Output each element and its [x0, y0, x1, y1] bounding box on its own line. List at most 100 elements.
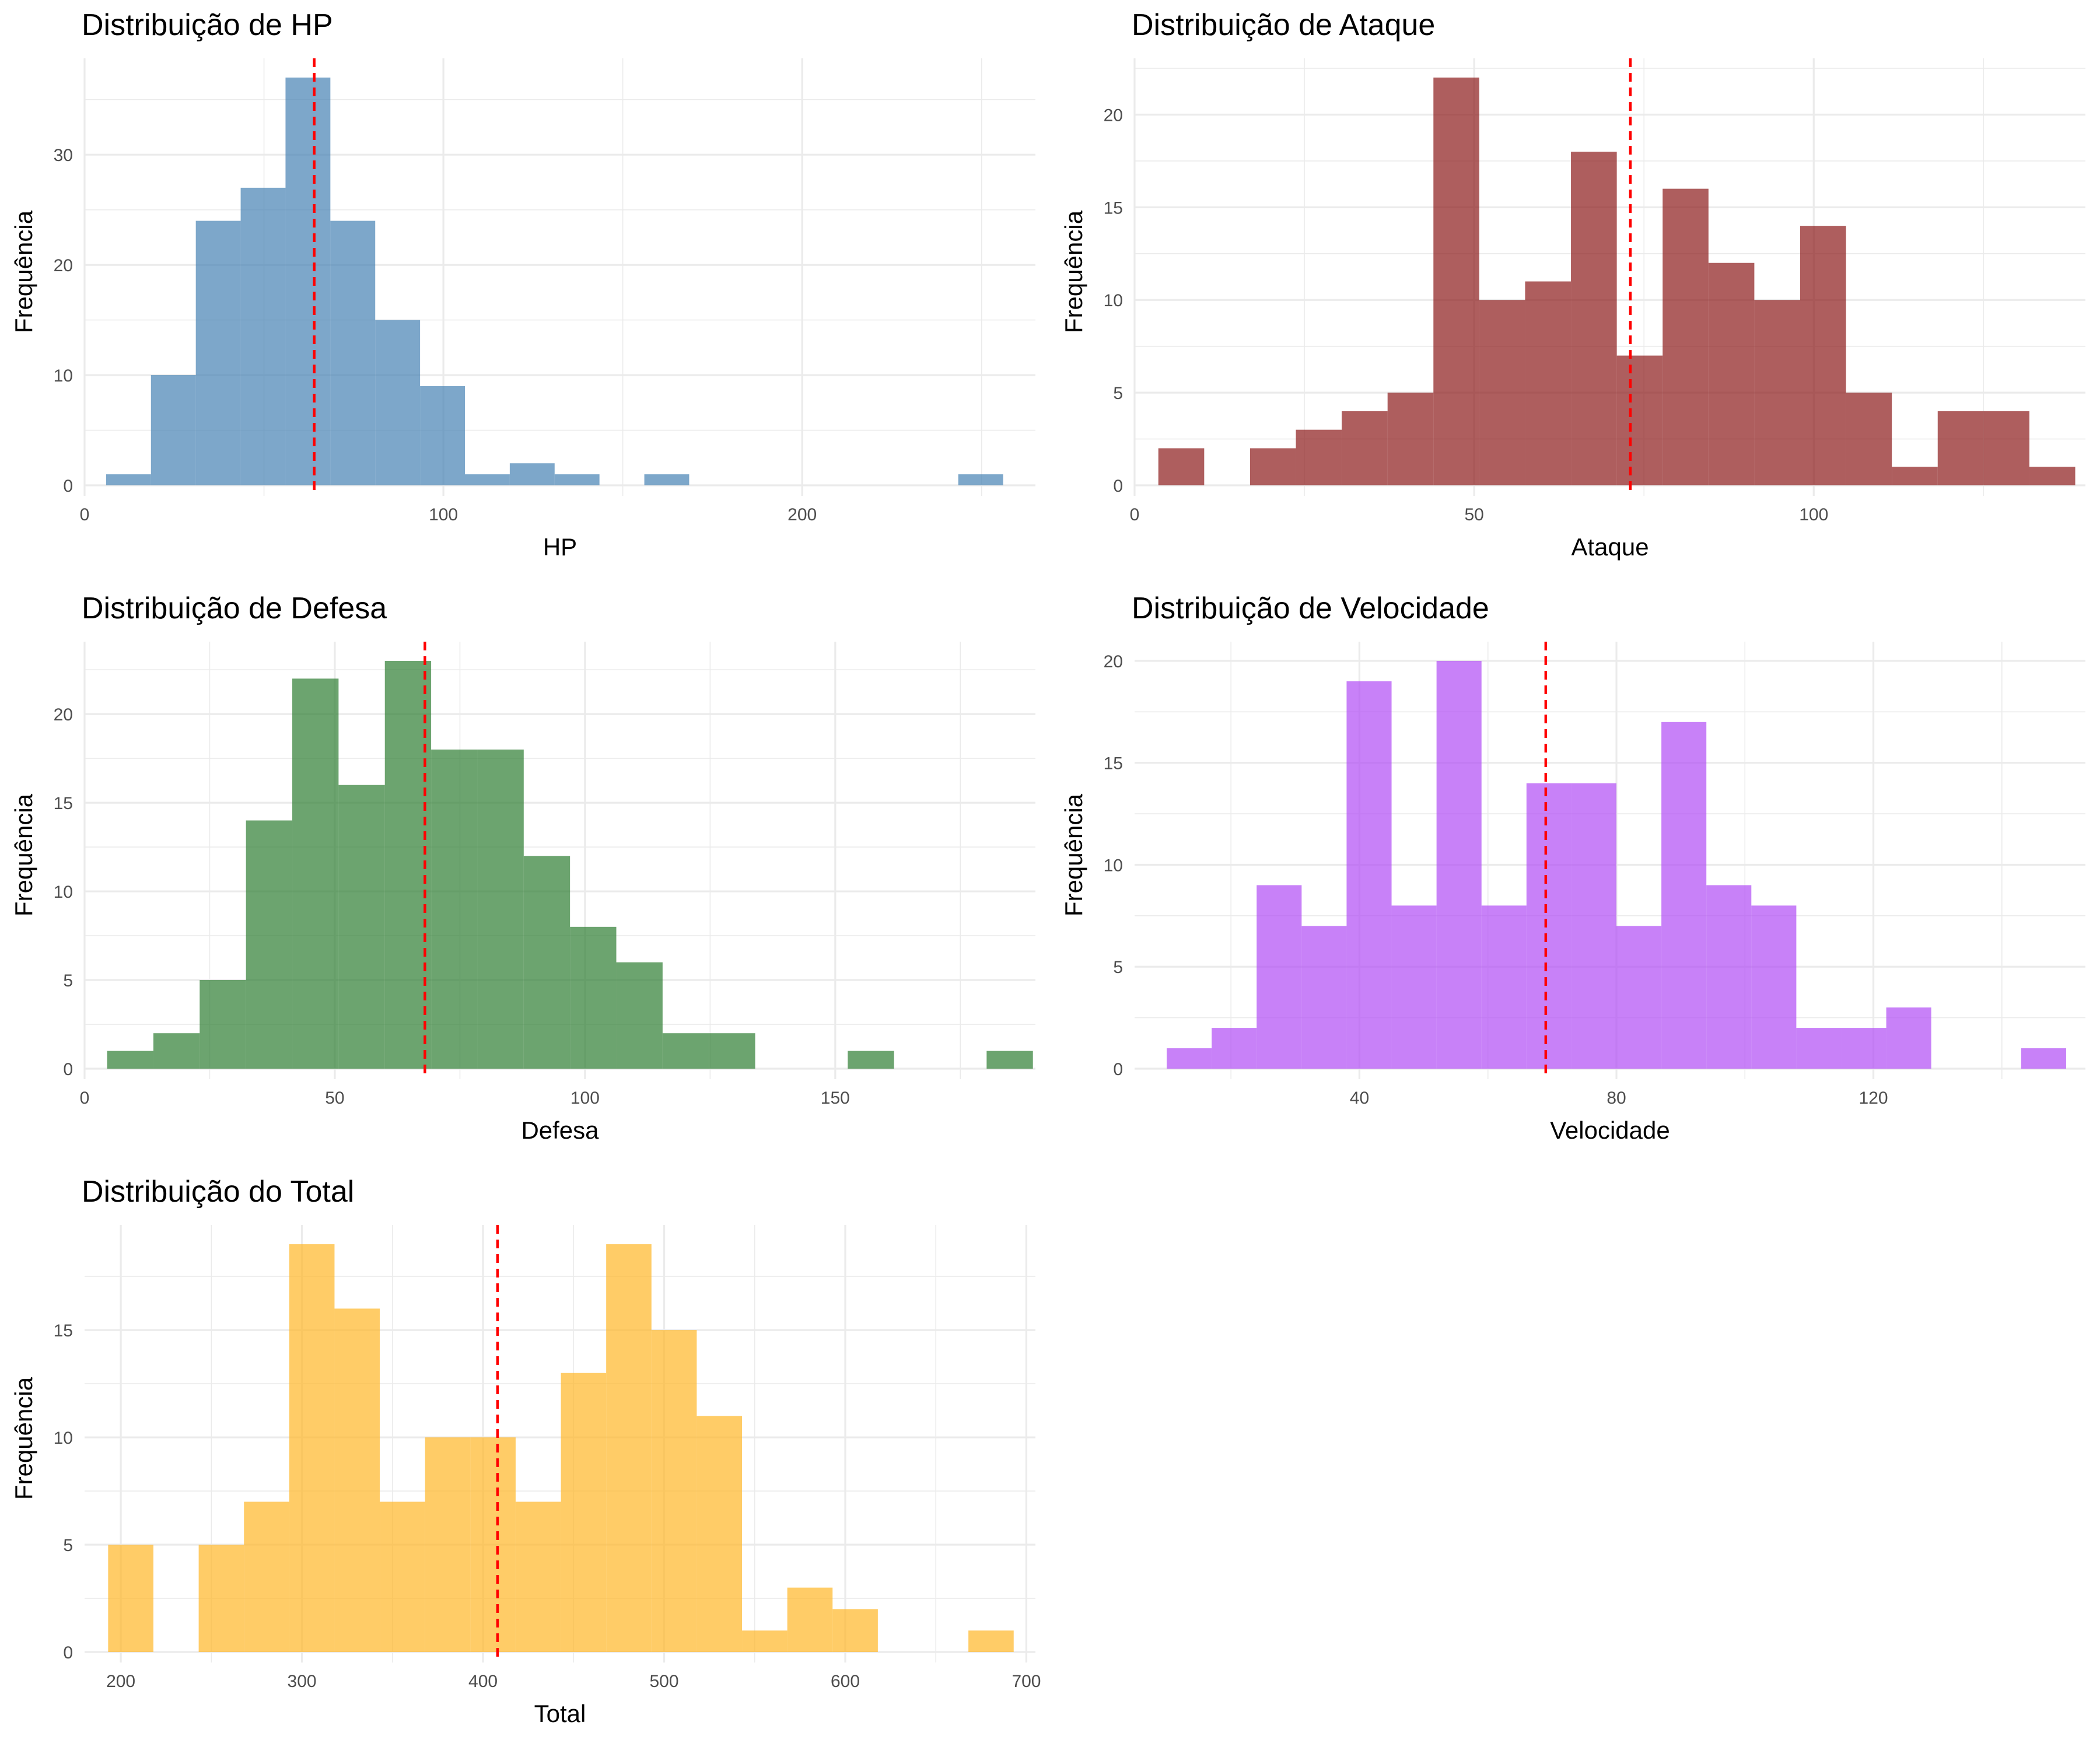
histogram-bar	[1662, 188, 1709, 485]
histogram-bar	[198, 1545, 244, 1652]
histogram-bar	[108, 1545, 153, 1652]
y-tick-label: 5	[1113, 958, 1123, 977]
histogram-panel-5: 200 300 400 500 600 700 0 5 10 15 Distribuição do …	[10, 1175, 1041, 1727]
histogram-bar	[150, 375, 196, 485]
histogram-bar	[832, 1609, 878, 1652]
histogram-panel-4: 40 80 120 0 5 10 15 20 Distribuição de Velocidad…	[1060, 592, 2085, 1144]
histogram-bar	[1841, 1028, 1887, 1069]
histogram-bar	[338, 785, 385, 1069]
chart-title: Distribuição do Total	[82, 1175, 354, 1209]
histogram-bar	[1391, 905, 1437, 1069]
histogram-bar	[106, 474, 151, 485]
histogram-bar	[470, 1437, 516, 1652]
histogram-bar	[968, 1630, 1014, 1652]
x-tick-label: 0	[80, 505, 90, 524]
histogram-bar	[195, 220, 241, 485]
y-tick-label: 10	[1104, 291, 1123, 310]
y-tick-label: 30	[54, 146, 73, 165]
histogram-bar	[2029, 467, 2076, 485]
histogram-bar	[515, 1502, 561, 1652]
x-axis-label: Velocidade	[1550, 1116, 1670, 1144]
x-axis-label: Ataque	[1571, 533, 1648, 561]
histogram-bar	[1846, 393, 1892, 485]
histogram-bar	[570, 926, 617, 1069]
histogram-bar	[1616, 355, 1663, 485]
histogram-bar	[1892, 467, 1938, 485]
y-tick-label: 5	[1113, 384, 1123, 403]
chart-title: Distribuição de Velocidade	[1132, 592, 1489, 625]
histogram-bar	[477, 749, 524, 1069]
histogram-bar	[1571, 152, 1617, 485]
histogram-bar	[709, 1033, 755, 1069]
chart-title: Distribuição de Ataque	[1132, 8, 1435, 42]
x-tick-label: 100	[1799, 505, 1828, 524]
histogram-bar	[1800, 226, 1846, 485]
chart-title: Distribuição de HP	[82, 8, 333, 42]
x-axis-label: Total	[534, 1700, 586, 1727]
histogram-bar	[244, 1502, 289, 1652]
y-tick-label: 15	[1104, 754, 1123, 774]
histogram-bar	[561, 1373, 607, 1652]
histogram-bar	[425, 1437, 471, 1652]
x-tick-label: 200	[106, 1672, 135, 1691]
histogram-bar	[2021, 1048, 2066, 1069]
y-axis-label: Frequência	[10, 1377, 37, 1500]
y-tick-label: 0	[63, 1060, 73, 1079]
histogram-bar	[1983, 411, 2029, 485]
histogram-bar	[375, 320, 421, 485]
histogram-bar	[1387, 393, 1434, 485]
histogram-bar	[1571, 783, 1617, 1069]
histogram-bar	[1796, 1028, 1842, 1069]
histogram-bar	[380, 1502, 425, 1652]
histogram-bar	[200, 980, 246, 1069]
histogram-bar	[334, 1308, 380, 1652]
x-tick-label: 200	[788, 505, 817, 524]
x-tick-label: 500	[649, 1672, 678, 1691]
histogram-panel-2: 0 50 100 0 5 10 15 20 Distribuição de Ataque Ataq…	[1060, 8, 2085, 561]
histogram-bar	[848, 1051, 894, 1069]
histogram-bar	[651, 1330, 697, 1652]
y-axis-label: Frequência	[1060, 793, 1087, 916]
histogram-bar	[1525, 281, 1572, 485]
histogram-bar	[1526, 783, 1572, 1069]
x-tick-label: 40	[1350, 1088, 1369, 1108]
histogram-bar	[1616, 926, 1662, 1069]
y-tick-label: 0	[63, 1643, 73, 1662]
histogram-bar	[742, 1630, 788, 1652]
histogram-bar	[606, 1244, 652, 1652]
histogram-bar	[1708, 262, 1755, 485]
histogram-bar	[1250, 448, 1296, 485]
y-tick-label: 0	[63, 477, 73, 496]
histogram-bar	[554, 474, 600, 485]
histogram-bar	[644, 474, 690, 485]
y-tick-label: 20	[1104, 106, 1123, 125]
histogram-panel-1: 0 100 200 0 10 20 30 Distribuição de HP HP Frequê…	[10, 8, 1035, 561]
histogram-bar	[509, 463, 555, 485]
histogram-bar	[431, 749, 478, 1069]
histogram-bar	[1481, 905, 1527, 1069]
y-tick-label: 15	[54, 794, 73, 813]
histogram-bar	[1256, 885, 1302, 1069]
y-axis-label: Frequência	[1060, 210, 1087, 333]
y-tick-label: 10	[54, 883, 73, 902]
y-tick-label: 10	[54, 1429, 73, 1448]
histogram-bar	[1751, 905, 1797, 1069]
x-tick-label: 400	[468, 1672, 498, 1691]
x-tick-label: 50	[325, 1088, 344, 1108]
x-tick-label: 600	[831, 1672, 860, 1691]
x-tick-label: 0	[80, 1088, 90, 1108]
histogram-bar	[1433, 77, 1479, 485]
histogram-bar	[787, 1587, 833, 1652]
histogram-bar	[465, 474, 510, 485]
y-tick-label: 20	[54, 705, 73, 724]
x-tick-label: 150	[821, 1088, 850, 1108]
y-tick-label: 5	[63, 1536, 73, 1555]
x-tick-label: 300	[288, 1672, 317, 1691]
histogram-panel-3: 0 50 100 150 0 5 10 15 20 Distribuição de Defesa D…	[10, 592, 1035, 1144]
histogram-bar	[285, 77, 331, 485]
y-axis-label: Frequência	[10, 793, 37, 916]
histogram-bar	[246, 820, 293, 1069]
histogram-bar	[240, 187, 286, 485]
histogram-bar	[1754, 300, 1800, 485]
histogram-bar	[1158, 448, 1205, 485]
